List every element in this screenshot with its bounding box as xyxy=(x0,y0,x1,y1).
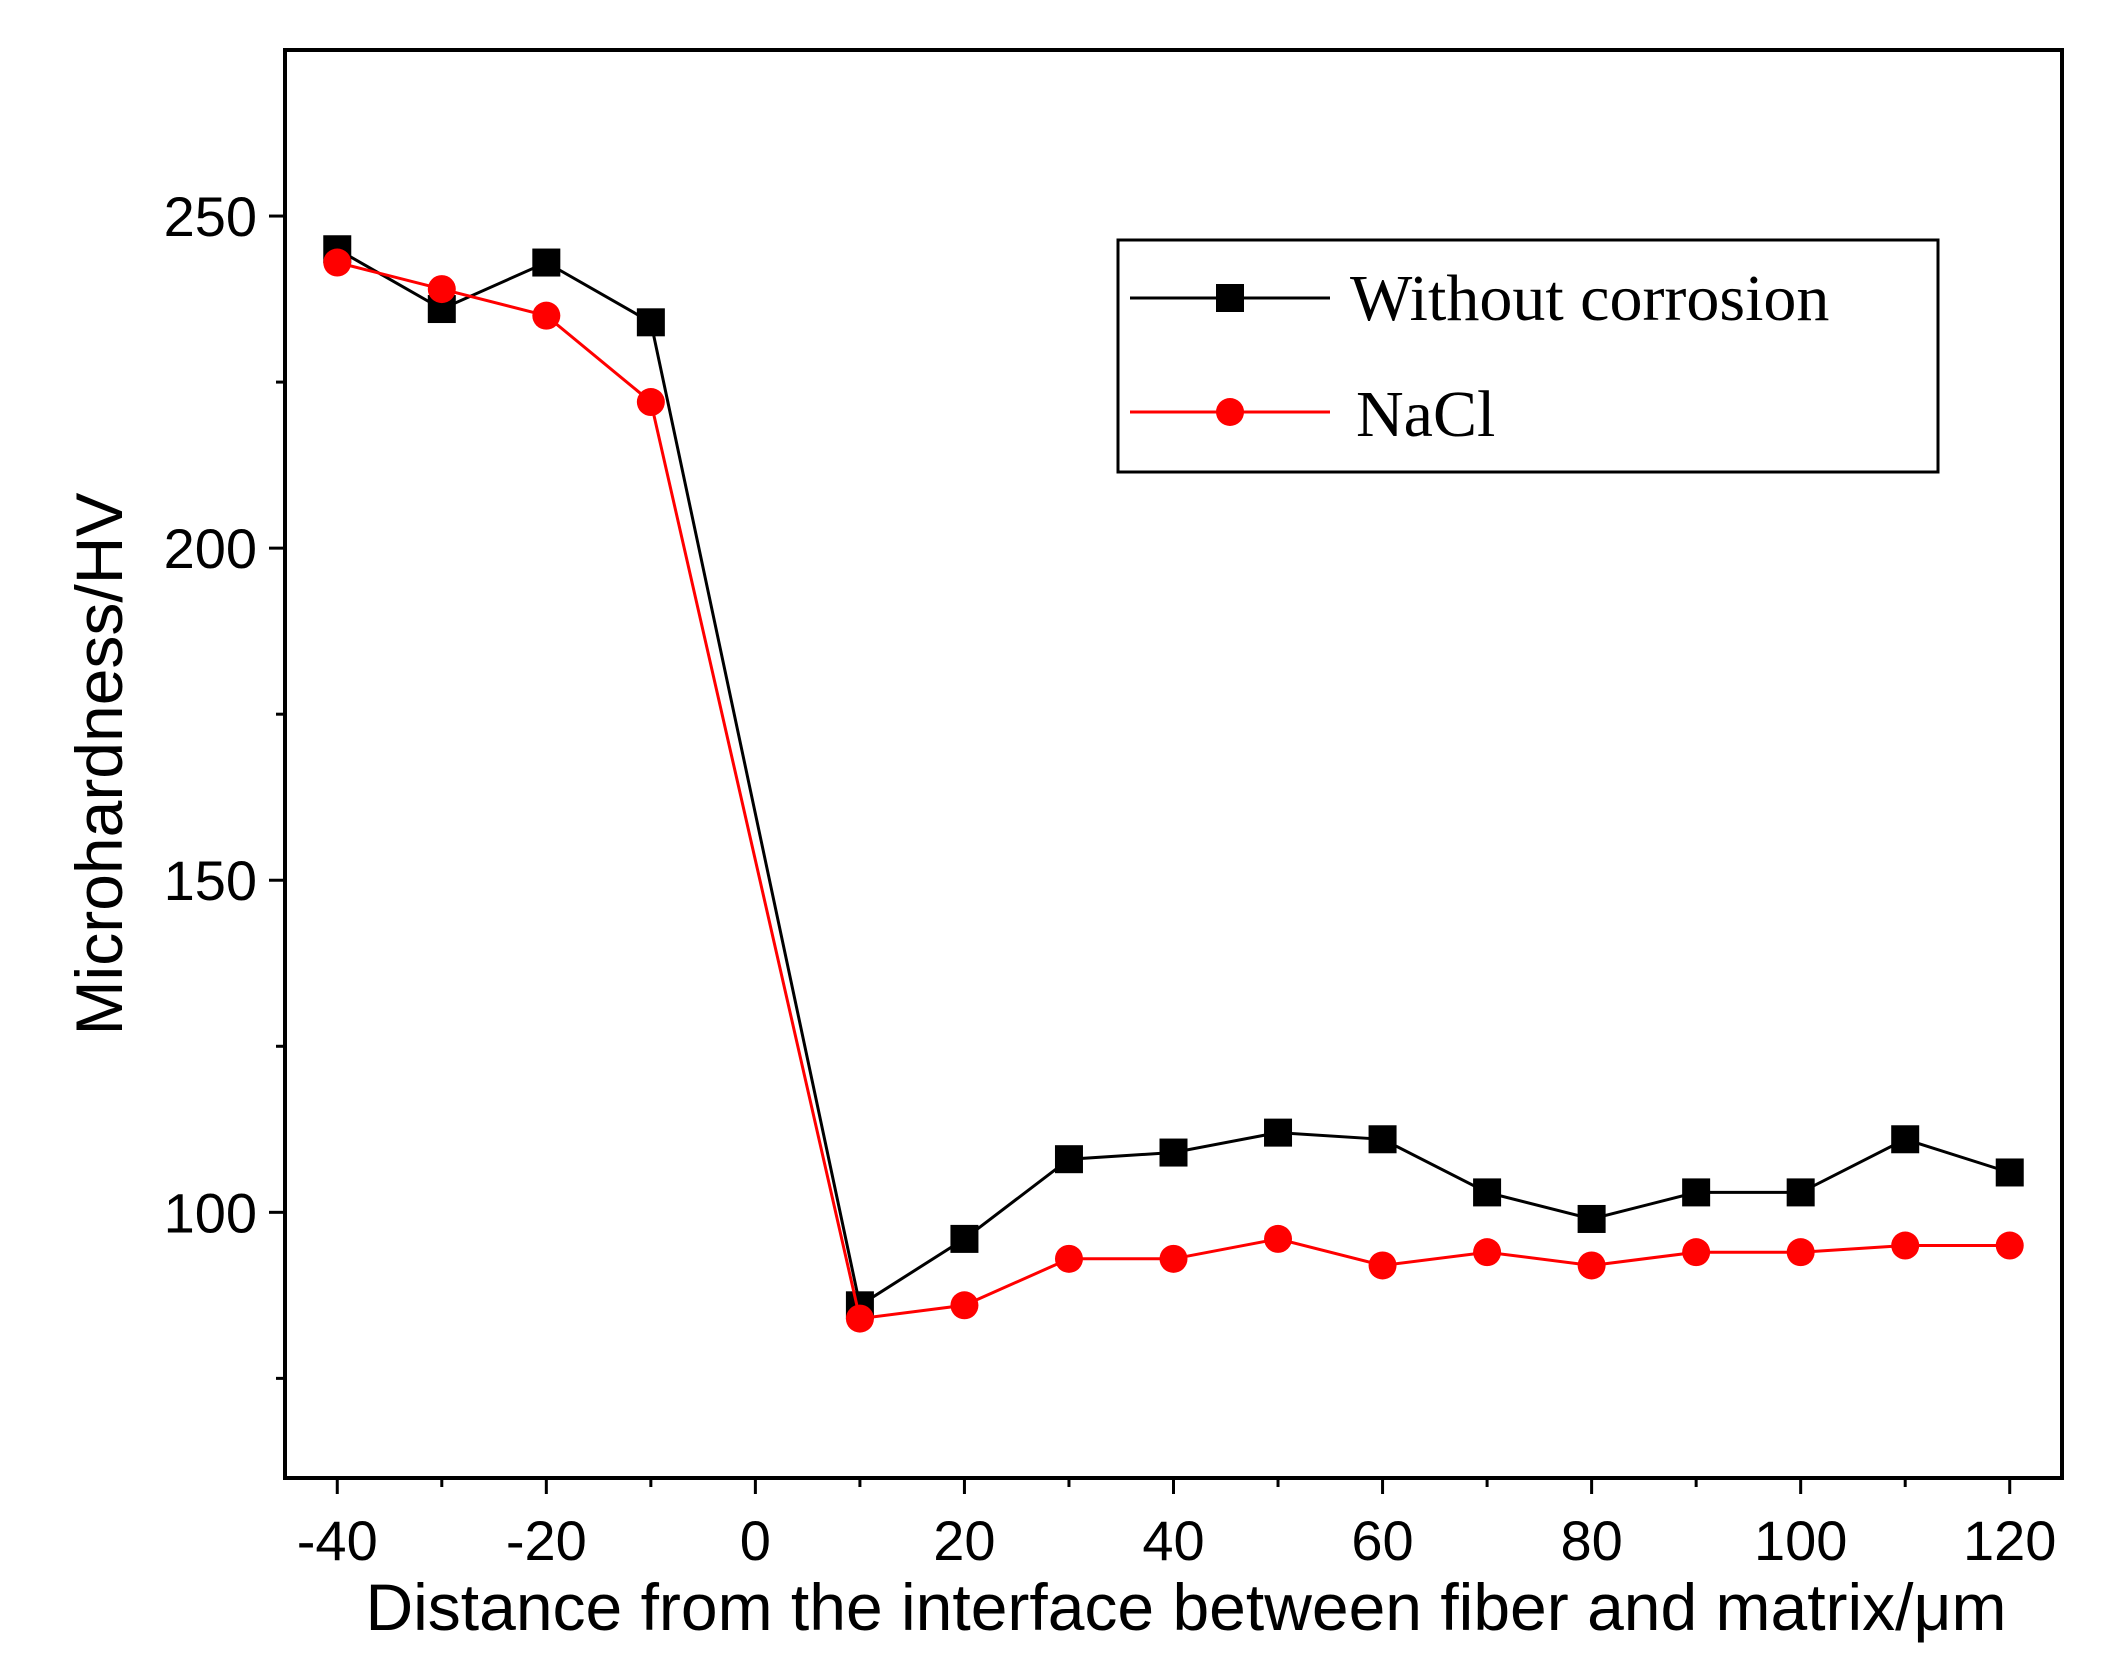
legend-marker-nacl xyxy=(1216,398,1244,426)
y-tick-label: 250 xyxy=(164,185,257,248)
data-point-nacl xyxy=(950,1291,979,1320)
data-point-without-corrosion xyxy=(950,1224,979,1253)
data-point-without-corrosion xyxy=(1577,1204,1606,1233)
y-tick-label: 150 xyxy=(164,849,257,912)
data-point-nacl xyxy=(1786,1238,1815,1267)
series-without-corrosion xyxy=(323,235,2024,1320)
data-point-nacl xyxy=(1682,1238,1711,1267)
data-point-without-corrosion xyxy=(636,308,665,337)
data-point-without-corrosion xyxy=(1473,1178,1502,1207)
x-tick-label: 0 xyxy=(740,1509,771,1572)
data-point-nacl xyxy=(427,275,456,304)
series-nacl xyxy=(323,248,2024,1333)
series-line-nacl xyxy=(336,261,2010,1321)
data-point-without-corrosion xyxy=(1264,1118,1293,1147)
axis-ticks: -40 -20 0 20 40 60 80 100 120 100 150 200 250 xyxy=(164,185,2057,1572)
legend-label-nacl: NaCl xyxy=(1356,378,1495,451)
x-tick-label: 100 xyxy=(1754,1509,1847,1572)
data-point-nacl xyxy=(323,248,352,277)
x-axis-title: Distance from the interface between fibe… xyxy=(365,1570,2006,1644)
data-point-without-corrosion xyxy=(1054,1145,1083,1174)
x-tick-label: -20 xyxy=(506,1509,587,1572)
data-point-without-corrosion xyxy=(1891,1125,1920,1154)
series-layer xyxy=(323,235,2024,1333)
data-point-nacl xyxy=(532,301,561,330)
x-tick-label: 80 xyxy=(1560,1509,1622,1572)
y-axis-title: Microhardness/HV xyxy=(62,493,136,1036)
data-point-nacl xyxy=(1264,1224,1293,1253)
data-point-nacl xyxy=(1473,1238,1502,1267)
data-point-nacl xyxy=(636,388,665,417)
data-point-nacl xyxy=(1368,1251,1397,1280)
data-point-without-corrosion xyxy=(1368,1125,1397,1154)
x-tick-label: 60 xyxy=(1351,1509,1413,1572)
data-point-without-corrosion xyxy=(1786,1178,1815,1207)
legend-label-without-corrosion: Without corrosion xyxy=(1350,262,1829,335)
data-point-without-corrosion xyxy=(1682,1178,1711,1207)
legend: Without corrosion NaCl xyxy=(1116,238,1940,474)
data-point-nacl xyxy=(1159,1244,1188,1273)
data-point-without-corrosion xyxy=(1995,1158,2024,1187)
legend-box xyxy=(1116,238,1940,474)
data-point-nacl xyxy=(1577,1251,1606,1280)
data-point-nacl xyxy=(1891,1231,1920,1260)
x-tick-label: 120 xyxy=(1963,1509,2056,1572)
data-point-without-corrosion xyxy=(1159,1138,1188,1167)
x-tick-label: -40 xyxy=(297,1509,378,1572)
data-point-nacl xyxy=(1054,1244,1083,1273)
data-point-nacl xyxy=(1995,1231,2024,1260)
x-tick-label: 40 xyxy=(1142,1509,1204,1572)
y-tick-label: 100 xyxy=(164,1181,257,1244)
data-point-without-corrosion xyxy=(532,248,561,277)
data-point-nacl xyxy=(845,1304,874,1333)
series-line-without-corrosion xyxy=(336,247,2011,1308)
legend-marker-without-corrosion xyxy=(1216,284,1244,312)
x-tick-label: 20 xyxy=(933,1509,995,1572)
y-tick-label: 200 xyxy=(164,517,257,580)
